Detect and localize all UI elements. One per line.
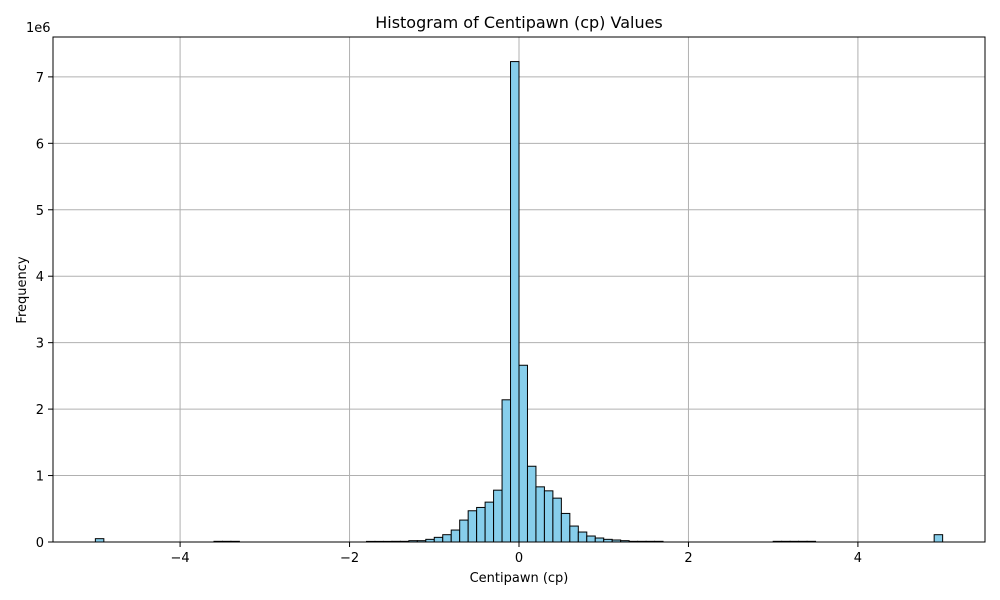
y-axis-title: Frequency xyxy=(15,256,30,323)
histogram-bar xyxy=(577,531,588,543)
histogram-bar xyxy=(501,399,512,543)
histogram-bar xyxy=(594,537,605,543)
y-scale-offset-label: 1e6 xyxy=(26,21,51,36)
y-tick-label: 2 xyxy=(36,403,44,418)
histogram-bar xyxy=(493,489,503,543)
histogram-bar xyxy=(535,486,545,543)
y-tick-label: 5 xyxy=(36,204,44,219)
histogram-bar xyxy=(526,465,537,543)
histogram-bar xyxy=(586,535,596,543)
x-tick-label: 2 xyxy=(684,551,692,566)
histogram-bar xyxy=(569,525,579,543)
histogram-bar xyxy=(467,510,478,543)
y-tick-label: 6 xyxy=(36,137,44,152)
histogram-bar xyxy=(510,61,520,543)
histogram-bar xyxy=(459,519,469,543)
x-tick-label: 0 xyxy=(515,551,523,566)
histogram-bar xyxy=(933,534,944,543)
y-tick-label: 3 xyxy=(36,337,44,352)
y-tick-label: 7 xyxy=(36,71,44,86)
x-tick-label: −4 xyxy=(171,551,190,566)
histogram-bar xyxy=(552,497,562,543)
histogram-bar xyxy=(560,512,571,543)
histogram-bar xyxy=(476,506,486,543)
x-axis-title: Centipawn (cp) xyxy=(470,571,569,586)
histogram-bar xyxy=(518,364,528,543)
x-tick-label: 4 xyxy=(854,551,862,566)
ticks-layer: −4 −2 0 2 4 0 1 2 3 4 5 6 7 xyxy=(36,71,862,566)
y-tick-label: 4 xyxy=(36,270,44,285)
chart-title: Histogram of Centipawn (cp) Values xyxy=(375,13,663,32)
histogram-bar xyxy=(442,534,452,543)
x-tick-label: −2 xyxy=(340,551,359,566)
y-tick-label: 0 xyxy=(36,536,44,551)
histogram-bar xyxy=(433,536,444,543)
y-tick-label: 1 xyxy=(36,470,44,485)
histogram-bar xyxy=(450,529,461,543)
histogram-bar xyxy=(484,501,495,543)
histogram-bar xyxy=(543,490,554,543)
